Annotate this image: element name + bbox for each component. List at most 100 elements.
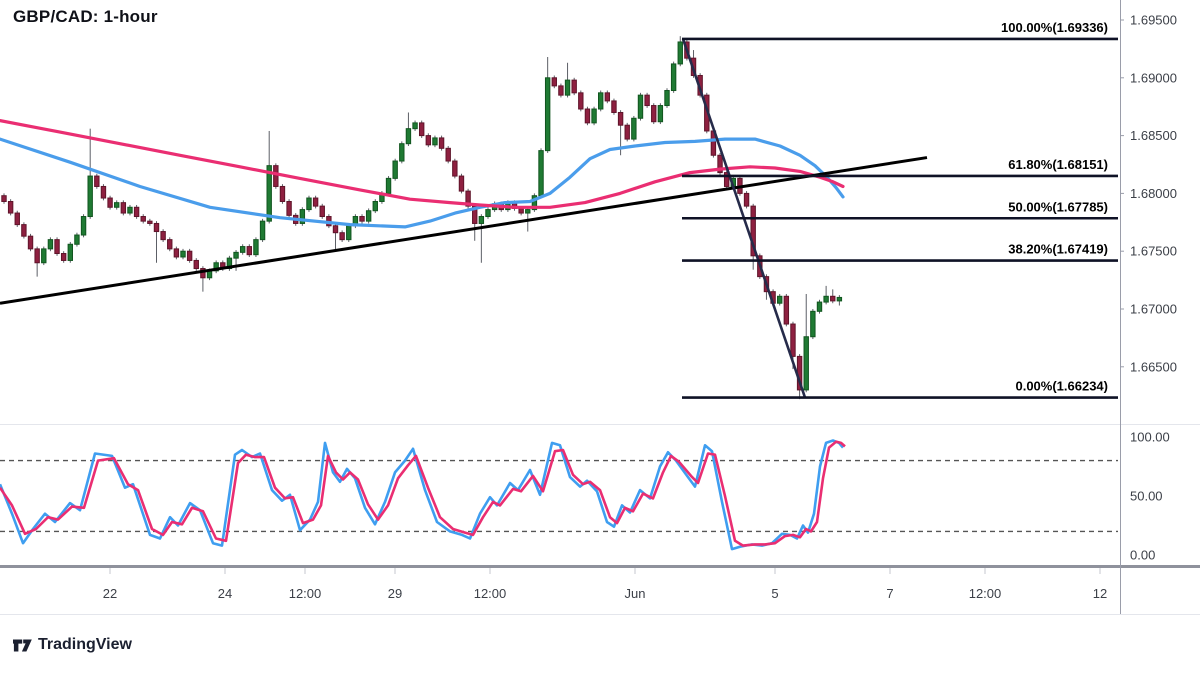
candle	[816, 301, 823, 312]
time-axis-label: 12:00	[474, 586, 507, 601]
candle	[359, 216, 365, 222]
candle	[100, 185, 107, 199]
stochastic-d-pink	[0, 440, 846, 547]
price-axis-label: 1.66500	[1130, 359, 1177, 374]
page-title: GBP/CAD: 1-hour	[13, 7, 158, 26]
candle	[664, 90, 670, 107]
candle	[246, 246, 253, 256]
candle	[299, 209, 306, 224]
time-axis-label: 22	[103, 586, 117, 601]
price-axis[interactable]	[1120, 0, 1200, 566]
candle	[657, 105, 664, 123]
candle	[604, 92, 611, 102]
candle	[823, 295, 829, 303]
candle	[558, 85, 564, 96]
candle	[584, 108, 591, 124]
candle	[279, 185, 286, 202]
candle	[743, 192, 750, 207]
indicator-bottom-bar	[0, 565, 1200, 568]
candle	[253, 239, 259, 256]
price-axis-label: 1.68500	[1130, 128, 1177, 143]
candle	[312, 197, 319, 207]
candle	[418, 122, 425, 137]
candle	[266, 165, 272, 222]
candle	[339, 232, 345, 241]
candle	[47, 239, 54, 250]
time-axis-label: 12	[1093, 586, 1107, 601]
candle	[80, 216, 87, 236]
fib-level-label: 100.00%(1.69336)	[1001, 20, 1108, 35]
time-axis-label: 12:00	[969, 586, 1002, 601]
candle	[571, 79, 577, 94]
candle	[259, 220, 266, 241]
candle	[438, 137, 445, 149]
fib-level-label: 0.00%(1.66234)	[1015, 379, 1108, 394]
candle	[173, 248, 180, 258]
candle	[637, 94, 644, 119]
candle	[213, 262, 219, 272]
time-axis[interactable]	[0, 568, 1200, 614]
candle	[273, 165, 279, 187]
candle	[332, 225, 339, 234]
candle	[578, 92, 584, 110]
candle	[485, 209, 491, 218]
tradingview-logo[interactable]: TradingView	[13, 636, 132, 654]
candles-layer	[1, 36, 843, 400]
candle	[677, 41, 683, 65]
candle	[140, 216, 146, 222]
trendline-support[interactable]	[0, 156, 928, 305]
candle	[94, 175, 100, 187]
candle	[631, 117, 637, 140]
candle	[432, 137, 438, 146]
candle	[27, 235, 34, 250]
candle	[7, 200, 14, 214]
candle	[836, 296, 843, 302]
candle	[186, 250, 193, 261]
candle	[107, 197, 113, 208]
time-axis-label: 7	[886, 586, 893, 601]
candle	[21, 224, 27, 237]
candle	[392, 160, 398, 179]
candle	[777, 295, 783, 304]
candle	[41, 248, 47, 264]
candle	[458, 175, 465, 192]
brand-name: TradingView	[38, 636, 132, 653]
candle	[750, 205, 756, 257]
candle	[445, 147, 451, 162]
candle	[783, 295, 790, 325]
candle	[365, 210, 372, 222]
candle	[14, 212, 20, 226]
candle	[1, 195, 7, 202]
time-axis-label: 29	[388, 586, 402, 601]
candle	[598, 92, 604, 110]
candle	[167, 239, 173, 250]
candle	[830, 295, 836, 302]
time-axis-label: 5	[771, 586, 778, 601]
time-axis-label: 24	[218, 586, 232, 601]
candle	[617, 111, 624, 126]
candle	[425, 135, 432, 146]
time-axis-label: 12:00	[289, 586, 322, 601]
candle	[34, 248, 40, 264]
candle	[544, 77, 551, 152]
moving-average-blue	[0, 137, 845, 229]
candle	[239, 246, 246, 253]
candle	[133, 206, 140, 218]
candle	[564, 79, 571, 96]
candle	[60, 253, 67, 261]
candle	[74, 234, 80, 245]
candle	[67, 243, 73, 261]
candle	[465, 190, 471, 207]
candle	[611, 100, 617, 113]
stochastic-panel[interactable]	[0, 425, 1120, 566]
candle	[803, 336, 809, 391]
indicator-axis-label: 0.00	[1130, 548, 1155, 563]
main-price-panel[interactable]	[0, 0, 1120, 424]
fib-level-label: 38.20%(1.67419)	[1008, 242, 1108, 257]
price-axis-label: 1.69000	[1130, 70, 1177, 85]
candle	[452, 160, 458, 177]
fib-level-label: 61.80%(1.68151)	[1008, 157, 1108, 172]
candle	[54, 239, 60, 255]
candle	[385, 177, 392, 194]
